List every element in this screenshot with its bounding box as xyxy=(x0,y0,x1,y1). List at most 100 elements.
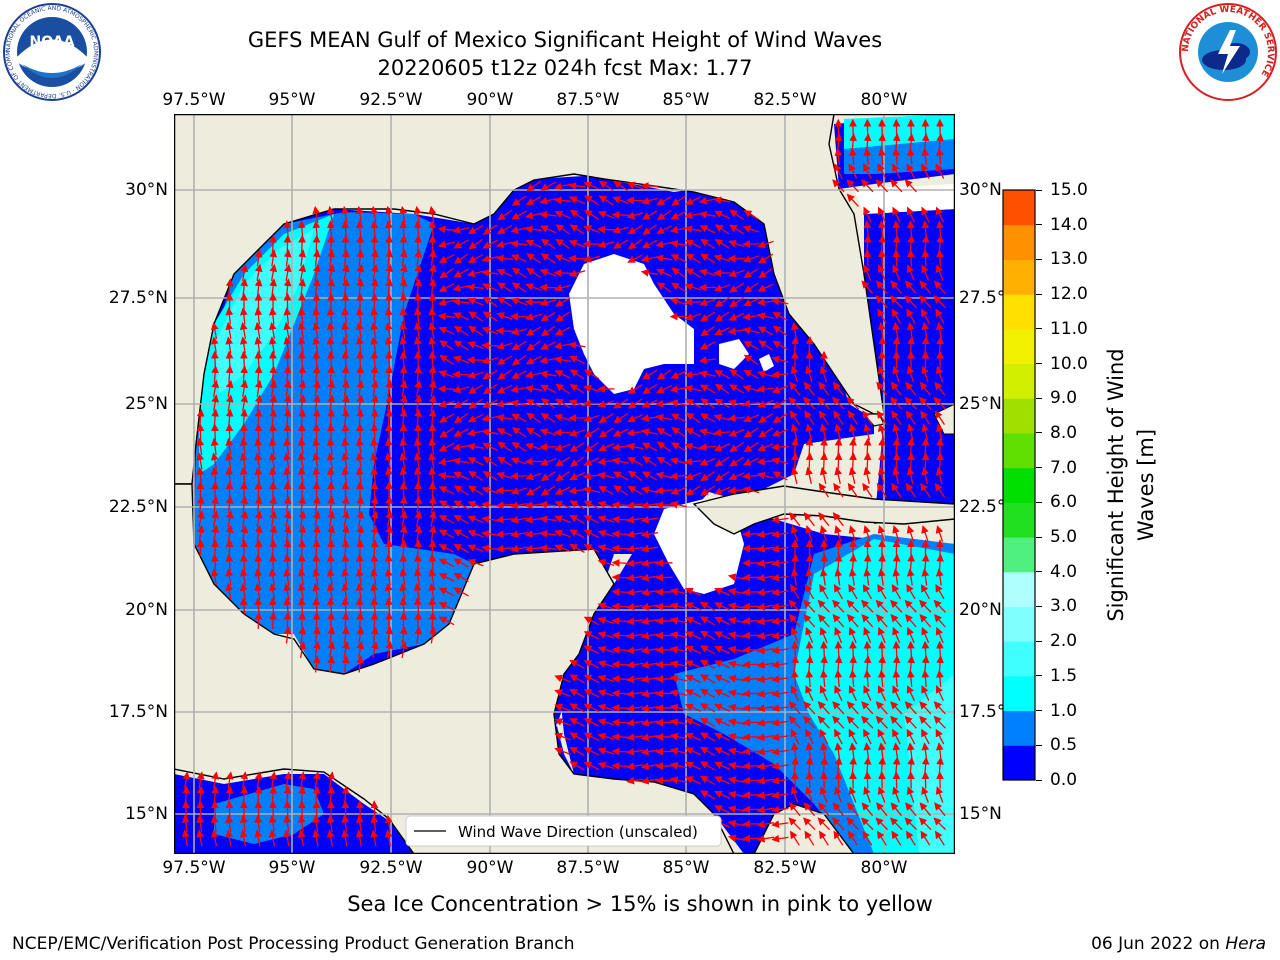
wind-wave-arrow xyxy=(298,539,306,557)
wind-wave-arrow xyxy=(553,341,572,350)
wind-wave-arrow xyxy=(834,437,843,456)
wind-wave-arrow xyxy=(626,211,644,220)
wind-wave-arrow xyxy=(848,163,858,179)
wind-wave-arrow xyxy=(298,423,306,441)
wind-wave-arrow xyxy=(583,225,600,234)
right-latitude-label: 30°N xyxy=(959,180,1002,200)
wind-wave-arrow xyxy=(877,163,887,179)
wind-wave-arrow xyxy=(892,466,900,484)
wind-wave-arrow xyxy=(698,356,716,365)
wind-wave-arrow xyxy=(904,280,917,295)
colorbar-segment xyxy=(1003,571,1035,607)
wind-wave-arrow xyxy=(298,263,307,282)
wind-wave-arrow xyxy=(511,195,527,206)
wind-wave-arrow xyxy=(818,381,830,396)
wind-wave-arrow xyxy=(611,559,630,567)
wind-wave-arrow xyxy=(642,383,657,395)
wind-wave-arrow xyxy=(540,384,556,394)
wind-wave-arrow xyxy=(892,437,901,456)
wind-wave-arrow xyxy=(525,442,542,451)
wind-wave-arrow xyxy=(568,429,586,437)
wind-wave-arrow xyxy=(834,147,843,165)
colorbar-tick-label: 7.0 xyxy=(1050,457,1078,478)
wind-wave-arrow xyxy=(889,396,903,410)
wind-wave-arrow xyxy=(671,282,687,293)
wind-wave-arrow xyxy=(742,384,760,393)
wind-wave-arrow xyxy=(269,800,277,818)
wind-wave-arrow xyxy=(818,482,830,498)
wind-wave-arrow xyxy=(210,452,219,470)
wind-wave-arrow xyxy=(655,413,673,422)
wind-wave-arrow xyxy=(554,413,571,422)
wind-wave-arrow xyxy=(598,427,614,438)
wind-wave-arrow xyxy=(525,239,542,248)
wind-wave-arrow xyxy=(526,253,541,264)
wind-wave-arrow xyxy=(699,298,716,307)
wind-wave-arrow xyxy=(805,423,813,441)
wind-wave-arrow xyxy=(428,611,437,630)
wind-wave-arrow xyxy=(598,413,614,423)
wind-wave-arrow xyxy=(627,238,643,250)
wind-wave-arrow xyxy=(385,611,393,630)
wind-wave-arrow xyxy=(892,163,901,179)
wind-wave-arrow xyxy=(385,263,394,282)
wind-wave-arrow xyxy=(877,466,886,484)
wind-wave-arrow xyxy=(742,225,760,233)
wind-wave-arrow xyxy=(655,254,673,263)
wind-wave-arrow xyxy=(699,413,716,423)
wind-wave-arrow xyxy=(510,399,528,408)
wind-wave-arrow xyxy=(511,340,527,351)
wind-wave-arrow xyxy=(438,370,455,379)
wind-wave-arrow xyxy=(370,800,379,818)
wind-wave-arrow xyxy=(341,263,350,282)
wind-wave-arrow xyxy=(790,466,799,484)
wind-wave-arrow xyxy=(611,660,630,669)
wind-wave-arrow xyxy=(511,354,527,366)
wind-wave-arrow xyxy=(935,308,945,324)
wind-wave-arrow xyxy=(298,379,307,398)
wind-wave-arrow xyxy=(225,350,234,369)
wind-wave-arrow xyxy=(511,267,527,279)
wind-wave-arrow xyxy=(878,249,886,267)
wind-wave-arrow xyxy=(743,354,759,366)
wind-wave-arrow xyxy=(805,365,813,383)
wind-wave-arrow xyxy=(597,240,615,249)
wind-wave-arrow xyxy=(312,800,321,818)
wind-wave-arrow xyxy=(356,539,364,557)
wind-wave-arrow xyxy=(935,365,944,383)
wind-wave-arrow xyxy=(834,452,843,470)
wind-wave-arrow xyxy=(555,398,571,409)
wind-wave-arrow xyxy=(669,239,688,248)
wind-wave-arrow xyxy=(891,410,902,425)
wind-wave-arrow xyxy=(298,234,306,253)
wind-wave-arrow xyxy=(525,313,542,321)
wind-wave-arrow xyxy=(670,254,687,263)
wind-wave-arrow xyxy=(713,443,731,452)
wind-wave-arrow xyxy=(758,340,773,351)
wind-wave-arrow xyxy=(283,263,292,282)
wind-wave-arrow xyxy=(626,181,644,190)
wind-wave-arrow xyxy=(540,341,556,350)
wind-wave-arrow xyxy=(817,396,831,410)
wind-wave-arrow xyxy=(438,326,455,335)
wind-wave-arrow xyxy=(312,350,321,369)
wind-wave-arrow xyxy=(511,370,527,379)
wind-wave-arrow xyxy=(356,263,365,282)
wind-wave-arrow xyxy=(312,234,321,253)
wind-wave-arrow xyxy=(555,383,570,395)
wind-wave-arrow xyxy=(297,452,306,470)
no-data-patch-east-gulf xyxy=(569,254,694,394)
wind-wave-arrow xyxy=(791,452,799,470)
wind-wave-arrow xyxy=(935,466,944,484)
wind-wave-arrow xyxy=(438,283,455,293)
wind-wave-arrow xyxy=(254,350,263,369)
wind-wave-arrow xyxy=(467,413,484,423)
wind-wave-arrow xyxy=(685,412,701,424)
wind-wave-arrow xyxy=(758,413,774,424)
wind-wave-arrow xyxy=(818,410,830,425)
wind-wave-arrow xyxy=(540,225,557,234)
wind-wave-arrow xyxy=(936,437,944,456)
wind-wave-arrow xyxy=(790,365,799,383)
wind-wave-arrow xyxy=(641,197,658,205)
wind-wave-arrow xyxy=(700,485,716,496)
